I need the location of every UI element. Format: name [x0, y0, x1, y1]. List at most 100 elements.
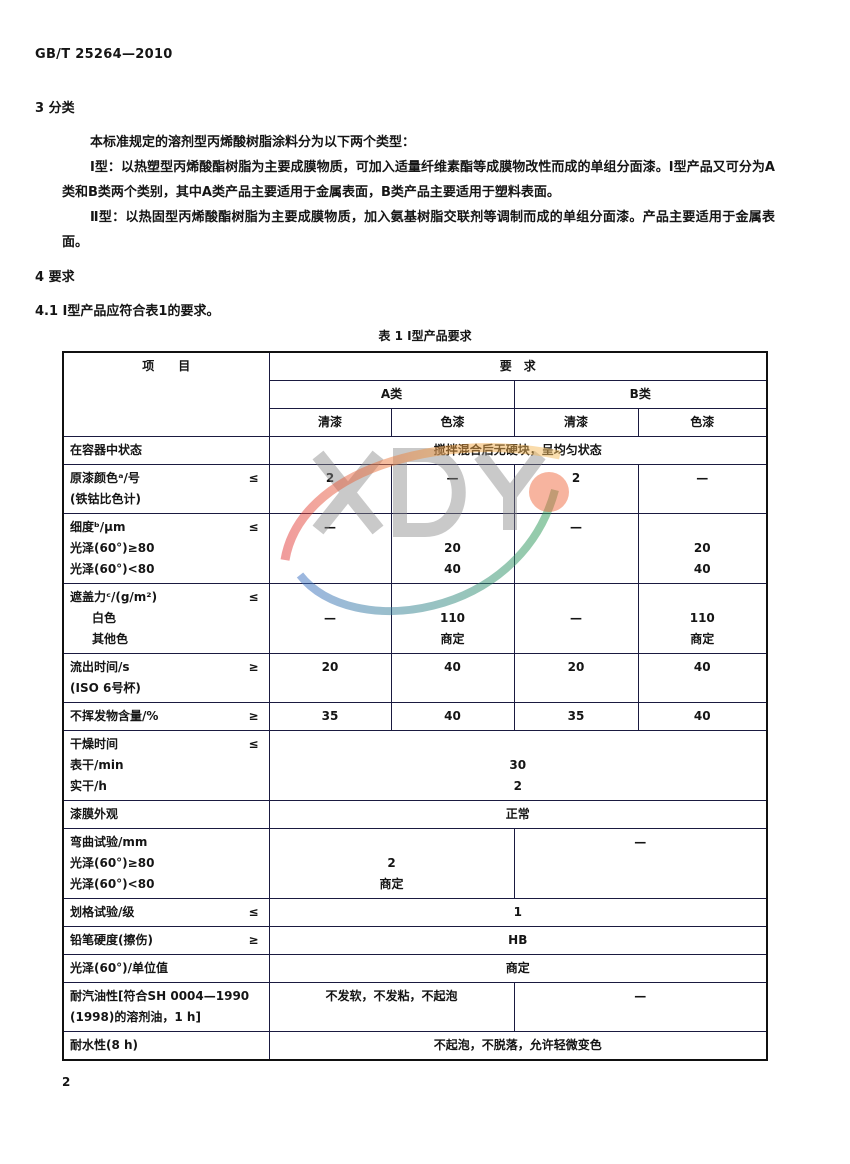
value-text: 不发软，不发粘，不起泡 [325, 989, 458, 1003]
value-text: — [634, 989, 647, 1003]
item-line: 实干/h [70, 776, 263, 797]
item-label: 不挥发物含量/% [70, 709, 159, 723]
comparison-operator: ≥ [248, 660, 259, 674]
comparison-operator: ≤ [248, 905, 259, 919]
comparison-operator: ≤ [248, 590, 259, 604]
value-cell: 30 2 [268, 730, 768, 801]
value-cell: 20 [513, 653, 639, 703]
row-item: 不挥发物含量/% ≥ [62, 702, 270, 731]
value-cell: 40 [637, 653, 768, 703]
value-text: 20 [444, 541, 461, 555]
comparison-operator: ≤ [248, 737, 259, 751]
item-line: 光泽(60°)<80 [70, 559, 263, 580]
document-header: GB/T 25264—2010 [35, 47, 173, 62]
table-row: 弯曲试验/mm 光泽(60°)≥80 光泽(60°)<80 2 商定 — [62, 828, 768, 899]
value-text: 40 [693, 709, 711, 723]
table-row: 耐水性(8 h) 不起泡，不脱落，允许轻微变色 [62, 1031, 768, 1061]
value-cell: 不发软，不发粘，不起泡 [268, 982, 515, 1032]
header-requirement: 要 求 [268, 351, 768, 381]
item-first-line: 不挥发物含量/% ≥ [70, 706, 263, 727]
table-row: 耐汽油性[符合SH 0004—1990 (1998)的溶剂油，1 h] 不发软，不发… [62, 982, 768, 1032]
table-row: 遮盖力ᶜ/(g/m²) ≤ 白色 其他色 — 110 商定 — 110 商定 [62, 583, 768, 654]
value-cell: 40 [390, 653, 515, 703]
value-text: — [446, 471, 459, 485]
item-label: 光泽(60°)/单位值 [70, 961, 169, 975]
value-text: 40 [444, 709, 461, 723]
value-text [276, 734, 761, 755]
value-text: 2 [571, 471, 581, 485]
value-cell: — [637, 464, 768, 514]
header-row: 项 目 要 求 [62, 351, 768, 437]
table-caption: 表 1 Ⅰ型产品要求 [378, 329, 472, 343]
value-cell: — [390, 464, 515, 514]
section-4-1: 4.1 Ⅰ型产品应符合表1的要求。 [35, 304, 220, 319]
item-line: 其他色 [70, 629, 263, 650]
value-text: 2 [387, 856, 396, 870]
comparison-operator: ≤ [248, 471, 259, 485]
requirements-table: 项 目 要 求 A类 B类 清漆 色漆 清漆 色漆 在容器中状态 搅拌混合后无硬块… [62, 351, 769, 1061]
item-first-line: 划格试验/级 ≤ [70, 902, 263, 923]
value-cell: 2 商定 [268, 828, 515, 899]
value-text: 20 [693, 541, 711, 555]
value-cell: — [513, 513, 639, 584]
item-label: 划格试验/级 [70, 905, 135, 919]
value-text [276, 832, 508, 853]
item-line: 光泽(60°)<80 [70, 874, 263, 895]
header-class-b: B类 [513, 380, 768, 409]
document-page: GB/T 25264—2010 3 分类 本标准规定的溶剂型丙烯酸树脂涂料分为以… [35, 47, 775, 1089]
item-label: 弯曲试验/mm [70, 835, 148, 849]
item-first-line: 漆膜外观 [70, 804, 263, 825]
item-line: (铁钴比色计) [70, 489, 263, 510]
table-row: 干燥时间 ≤ 表干/min 实干/h 30 2 [62, 730, 768, 801]
item-label: 遮盖力ᶜ/(g/m²) [70, 590, 158, 604]
header-class-a: A类 [268, 380, 515, 409]
item-label: (1998)的溶剂油，1 h] [70, 1010, 201, 1024]
value-text: 40 [444, 660, 461, 674]
comparison-operator: ≥ [248, 709, 259, 723]
value-cell: 1 [268, 898, 768, 927]
value-text: 商定 [379, 877, 404, 891]
row-item: 划格试验/级 ≤ [62, 898, 270, 927]
row-item: 耐水性(8 h) [62, 1031, 270, 1061]
value-cell: 2 [268, 464, 392, 514]
row-item: 耐汽油性[符合SH 0004—1990 (1998)的溶剂油，1 h] [62, 982, 270, 1032]
value-cell: 40 [390, 702, 515, 731]
value-cell: — [513, 828, 768, 899]
value-text: 35 [567, 709, 585, 723]
header-a-color: 色漆 [390, 408, 515, 437]
value-cell: 不起泡，不脱落，允许轻微变色 [268, 1031, 768, 1061]
value-cell: — [513, 583, 639, 654]
item-first-line: 遮盖力ᶜ/(g/m²) ≤ [70, 587, 263, 608]
value-cell: — [268, 583, 392, 654]
table-row: 铅笔硬度(擦伤) ≥ HB [62, 926, 768, 955]
comparison-operator: ≤ [248, 520, 259, 534]
value-text: 商定 [505, 961, 530, 975]
value-cell: — [513, 982, 768, 1032]
row-item: 在容器中状态 [62, 436, 270, 465]
value-text: 商定 [440, 632, 465, 646]
value-text: — [570, 611, 582, 625]
item-first-line: 在容器中状态 [70, 440, 263, 461]
section-4-title: 4 要求 [35, 270, 75, 285]
header-item: 项 目 [62, 351, 270, 437]
value-text: 20 [567, 660, 585, 674]
item-label: 光泽(60°)<80 [70, 877, 155, 891]
comparison-operator: ≥ [248, 933, 259, 947]
row-item: 原漆颜色ᵃ/号 ≤ (铁钴比色计) [62, 464, 270, 514]
item-line: 白色 [70, 608, 263, 629]
item-label: 耐水性(8 h) [70, 1038, 139, 1052]
item-label: 细度ᵇ/μm [70, 520, 126, 534]
table-row: 原漆颜色ᵃ/号 ≤ (铁钴比色计) 2 — 2 — [62, 464, 768, 514]
table-row: 光泽(60°)/单位值 商定 [62, 954, 768, 983]
item-label: 光泽(60°)≥80 [70, 541, 155, 555]
item-label: 光泽(60°)<80 [70, 562, 155, 576]
row-item: 遮盖力ᶜ/(g/m²) ≤ 白色 其他色 [62, 583, 270, 654]
value-text: 20 [321, 660, 339, 674]
item-label: 光泽(60°)≥80 [70, 856, 155, 870]
value-text [398, 517, 508, 538]
value-text: — [324, 520, 336, 534]
item-line: (ISO 6号杯) [70, 678, 263, 699]
table-row: 不挥发物含量/% ≥35 40 35 40 [62, 702, 768, 731]
table-body: 在容器中状态 搅拌混合后无硬块，呈均匀状态 原漆颜色ᵃ/号 ≤ (铁钴比色计) 2 — 2 — 细… [62, 436, 768, 1061]
value-cell: 搅拌混合后无硬块，呈均匀状态 [268, 436, 768, 465]
